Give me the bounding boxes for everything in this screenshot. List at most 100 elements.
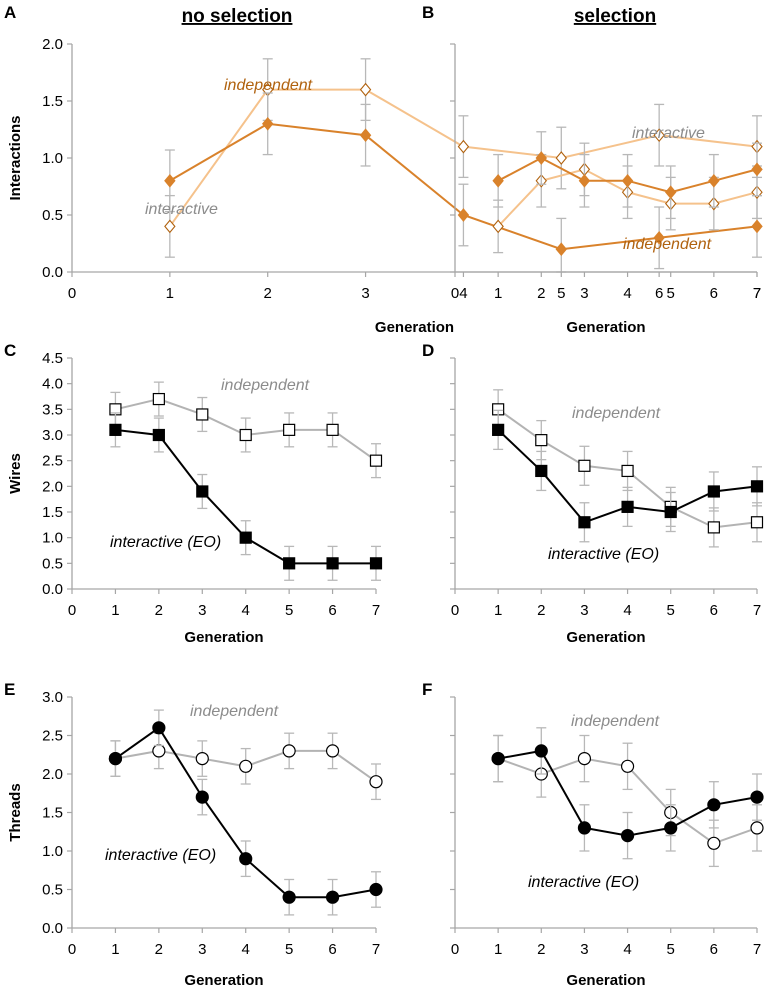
panel-e: E 0.0 0.5 1.0 1.5 2.0 2.5 3.0 0 1 2 3 4 5 6 7 Generation… [4,680,383,989]
annotation-label: interactive (EO) [548,546,659,563]
y-axis-label: Threads [7,783,24,841]
y-tick-label: 0.0 [42,920,63,937]
y-tick-label: 4.5 [42,350,63,367]
x-tick-label: 2 [537,602,545,619]
data-point-square [369,454,383,467]
x-tick-label: 0 [68,285,76,302]
x-tick-label: 1 [494,285,502,302]
y-tick-label: 0.0 [42,581,63,598]
x-tick-label: 4 [242,941,250,958]
panel-f: F 0 1 2 3 4 5 6 7 Generation independent interactiv… [422,680,764,989]
series-independent [108,732,383,801]
y-tick-label: 0.5 [42,555,63,572]
x-axis-label: Generation [566,629,645,646]
data-point-square [196,408,209,421]
data-point-circle [664,821,678,835]
series-independent [164,58,763,258]
x-tick-label: 1 [166,285,174,302]
data-point-diamond [359,128,372,143]
data-point-diamond [457,208,470,222]
data-point-square [152,392,165,406]
y-tick-label: 0.0 [42,264,63,281]
x-tick-label: 3 [580,602,588,619]
x-tick-label: 1 [494,602,502,619]
data-point-square [535,464,548,478]
x-tick-label: 1 [111,602,119,619]
data-point-circle [620,759,635,773]
data-point-diamond [359,82,372,97]
data-point-circle [108,751,123,766]
data-point-circle [369,775,383,789]
x-tick-label: 6 [655,285,663,302]
y-tick-label: 3.0 [42,427,63,444]
y-tick-label: 1.0 [42,530,63,547]
data-point-diamond [621,173,634,188]
data-point-diamond [578,173,591,188]
data-point-square [492,423,505,436]
data-point-diamond [653,230,665,245]
x-tick-label: 5 [285,941,293,958]
data-point-diamond [164,219,176,234]
data-point-circle [750,821,764,835]
series-interactive [164,92,763,273]
series-interactive-eo- [108,709,383,916]
x-tick-label: 0 [451,941,459,958]
x-tick-label: 7 [753,602,761,619]
series-independent [109,381,383,479]
x-tick-label: 3 [198,941,206,958]
data-point-square [152,428,165,442]
x-tick-label: 2 [537,285,545,302]
y-tick-label: 3.5 [42,401,63,418]
x-tick-label: 7 [753,285,761,302]
data-point-circle [491,751,505,766]
x-tick-label: 1 [111,941,119,958]
data-point-square [283,557,296,570]
series-interactive [492,131,763,220]
column-title-no-selection: no selection [182,6,293,27]
y-tick-label: 1.5 [42,504,63,521]
series-interactive-eo- [109,412,383,581]
x-axis-label: Generation [184,972,263,989]
x-tick-label: 6 [710,941,718,958]
y-tick-label: 0.5 [42,882,63,899]
panel-letter: C [4,341,16,360]
data-point-circle [534,744,548,758]
y-tick-label: 2.0 [42,478,63,495]
x-tick-label: 3 [198,602,206,619]
y-axis-label: Interactions [7,115,24,200]
data-point-square [621,500,634,513]
panel-d: D 0 1 2 3 4 5 6 7 Generation independent interactiv… [422,341,764,646]
x-tick-label: 7 [753,285,761,302]
data-point-circle [152,744,166,758]
x-tick-label: 3 [361,285,369,302]
x-tick-label: 0 [68,602,76,619]
data-point-square [239,531,252,544]
data-point-square [750,480,764,493]
y-tick-label: 3.0 [42,689,63,706]
x-tick-label: 5 [285,602,293,619]
x-tick-label: 2 [537,941,545,958]
x-tick-label: 2 [155,941,163,958]
data-point-circle [152,721,166,735]
series-independent [492,389,764,548]
x-tick-label: 3 [580,941,588,958]
data-point-square [109,423,122,436]
data-point-circle [239,759,253,773]
x-tick-label: 4 [459,285,467,302]
data-point-square [326,423,339,436]
data-point-diamond [555,242,568,257]
annotation-label: independent [224,77,313,94]
x-tick-label: 4 [623,285,631,302]
data-point-circle [195,751,209,766]
data-point-circle [750,790,764,804]
y-tick-label: 1.0 [42,843,63,860]
x-tick-label: 7 [372,602,380,619]
series-interactive-eo- [491,727,764,860]
data-point-diamond [492,173,504,188]
data-point-circle [707,798,721,812]
annotation-label: interactive (EO) [105,847,216,864]
data-point-circle [577,821,592,835]
x-axis-label: Generation [566,972,645,989]
data-point-square [750,516,764,529]
annotation-label: independent [221,377,310,394]
